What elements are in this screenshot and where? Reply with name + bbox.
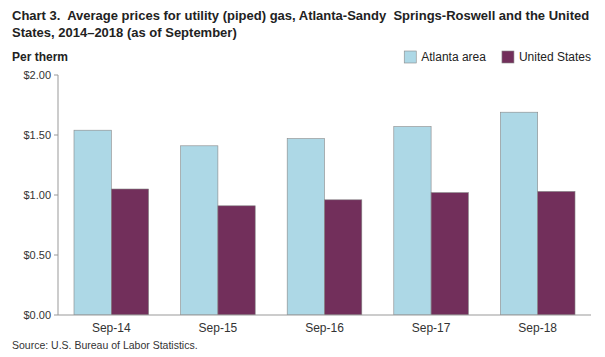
y-axis-line	[58, 75, 59, 315]
y-tick	[54, 135, 58, 136]
x-tick-label: Sep-16	[305, 321, 344, 335]
x-axis-line	[58, 315, 591, 316]
y-tick	[54, 75, 58, 76]
legend-swatch	[502, 51, 514, 63]
x-axis: Sep-14 Sep-15 Sep-16 Sep-17 Sep-18	[58, 315, 591, 335]
bar	[74, 130, 111, 315]
legend: Atlanta area United States	[404, 50, 591, 64]
bars	[74, 112, 575, 315]
x-tick-label: Sep-15	[199, 321, 238, 335]
x-tick-label: Sep-14	[92, 321, 131, 335]
chart: Chart 3. Average prices for utility (pip…	[0, 0, 605, 357]
background	[0, 0, 605, 357]
bar	[431, 193, 468, 315]
y-tick-label: $1.50	[23, 129, 51, 141]
y-tick	[54, 315, 58, 316]
title-line: Chart 3. Average prices for utility (pip…	[12, 8, 589, 23]
bar	[181, 146, 218, 315]
bar	[500, 112, 537, 315]
bar	[394, 127, 431, 315]
y-axis-label: Per therm	[12, 50, 68, 64]
bar	[218, 206, 255, 315]
bar	[287, 139, 324, 315]
y-tick	[54, 195, 58, 196]
y-axis: $0.00 $0.50 $1.00 $1.50 $2.00	[23, 69, 58, 321]
legend-swatch	[404, 51, 416, 63]
source: Source: U.S. Bureau of Labor Statistics.	[12, 339, 198, 351]
x-tick-label: Sep-18	[518, 321, 557, 335]
bar	[538, 191, 575, 315]
title-line: States, 2014–2018 (as of September)	[12, 25, 237, 40]
title: Chart 3. Average prices for utility (pip…	[12, 8, 589, 40]
y-tick-label: $0.00	[23, 309, 51, 321]
y-tick	[54, 255, 58, 256]
bar	[325, 200, 362, 315]
legend-label: United States	[519, 50, 591, 64]
y-tick-label: $0.50	[23, 249, 51, 261]
x-tick-label: Sep-17	[412, 321, 451, 335]
y-tick-label: $1.00	[23, 189, 51, 201]
legend-label: Atlanta area	[421, 50, 486, 64]
legend-item: United States	[502, 50, 591, 64]
bar	[111, 189, 148, 315]
y-tick-label: $2.00	[23, 69, 51, 81]
legend-item: Atlanta area	[404, 50, 486, 64]
